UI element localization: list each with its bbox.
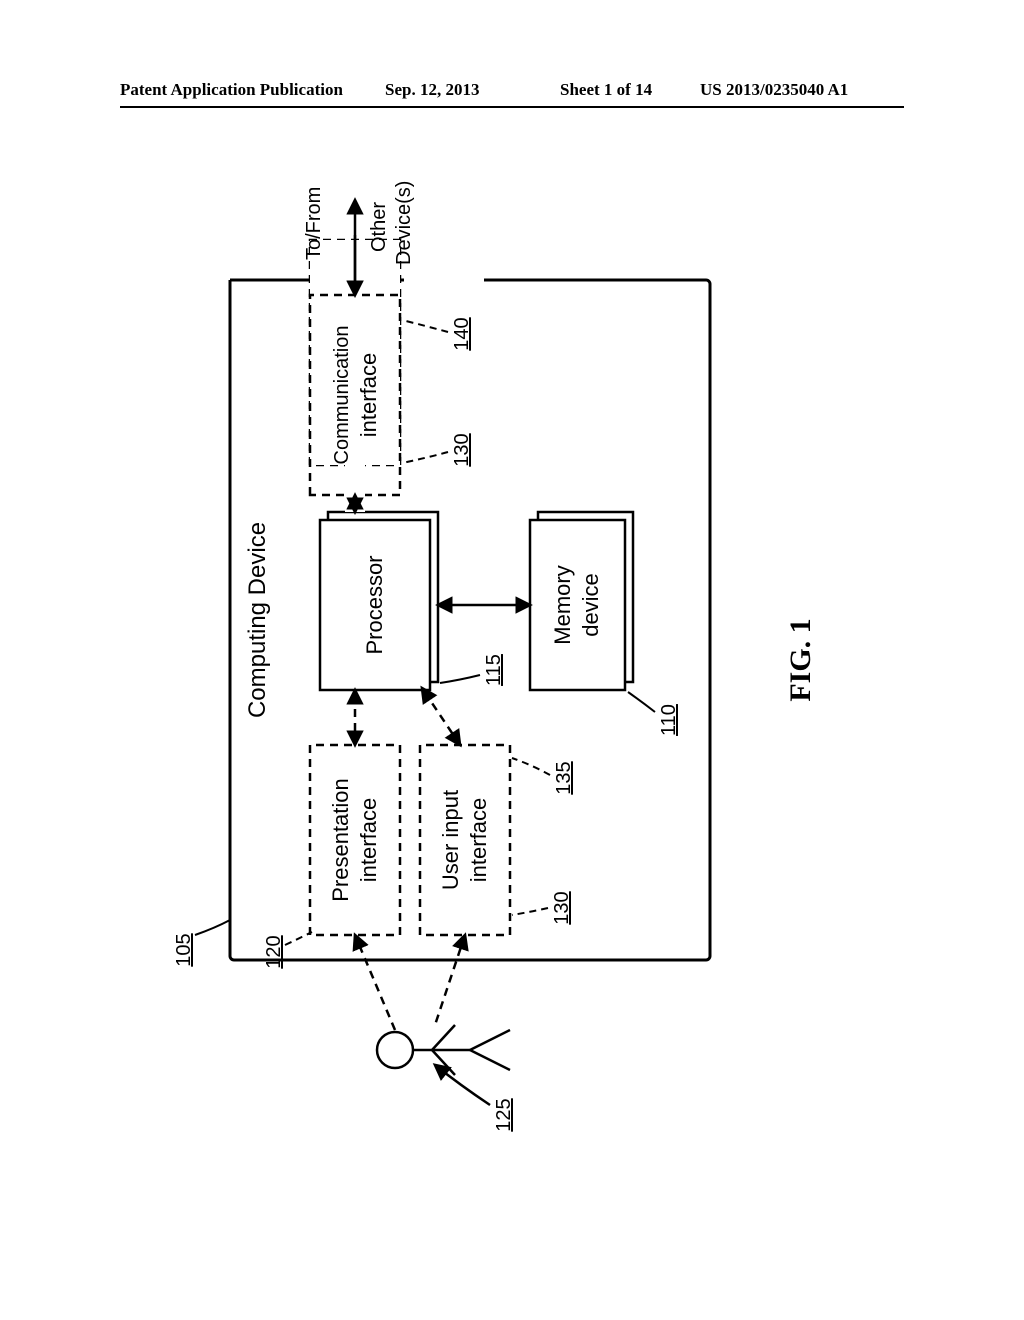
user-input-interface-box bbox=[420, 745, 510, 935]
ref-130a: 130 bbox=[551, 891, 573, 924]
svg-text:To/From: To/From bbox=[303, 187, 325, 260]
ref-120: 120 bbox=[263, 935, 285, 968]
leader-115 bbox=[440, 675, 480, 683]
arrow-userinput-processor bbox=[422, 688, 460, 745]
page: Patent Application Publication Sep. 12, … bbox=[0, 0, 1024, 1320]
ref-135: 135 bbox=[553, 761, 575, 794]
svg-text:130: 130 bbox=[451, 433, 473, 466]
leader-120 bbox=[285, 932, 312, 945]
ref-125: 125 bbox=[493, 1098, 515, 1131]
memory-line1: Memory bbox=[550, 565, 575, 644]
presentation-line1: Presentation bbox=[328, 778, 353, 902]
header-pubno: US 2013/0235040 A1 bbox=[700, 80, 848, 100]
arrow-user-to-presentation bbox=[355, 935, 395, 1030]
svg-text:interface: interface bbox=[356, 353, 381, 437]
leader-105 bbox=[195, 920, 230, 935]
presentation-line2: interface bbox=[356, 798, 381, 882]
memory-line2: device bbox=[578, 573, 603, 637]
header-rule bbox=[120, 106, 904, 108]
figure-1: Computing Device 105 Presentation interf… bbox=[160, 160, 860, 1160]
header-left: Patent Application Publication bbox=[120, 80, 343, 100]
figure-caption: FIG. 1 bbox=[784, 618, 817, 701]
header-sheet: Sheet 1 of 14 bbox=[560, 80, 652, 100]
userinput-line2: interface bbox=[466, 798, 491, 882]
leader-125 bbox=[435, 1065, 490, 1105]
svg-text:Other: Other bbox=[368, 202, 390, 252]
arrow-userinput-to-user bbox=[435, 935, 465, 1025]
figure-svg: Computing Device 105 Presentation interf… bbox=[160, 160, 860, 1160]
user-icon bbox=[377, 1025, 510, 1075]
userinput-line1: User input bbox=[438, 790, 463, 890]
ref-105: 105 bbox=[173, 933, 195, 966]
computing-device-label: Computing Device bbox=[244, 522, 271, 718]
svg-text:140: 140 bbox=[451, 317, 473, 350]
svg-text:Communication: Communication bbox=[331, 326, 353, 465]
leader-110 bbox=[628, 692, 655, 712]
ref-115: 115 bbox=[483, 654, 505, 686]
leader-135 bbox=[512, 758, 550, 775]
ref-110: 110 bbox=[658, 704, 680, 736]
presentation-interface-box bbox=[310, 745, 400, 935]
svg-text:Device(s): Device(s) bbox=[393, 181, 415, 265]
header-date: Sep. 12, 2013 bbox=[385, 80, 479, 100]
leader-130a bbox=[512, 908, 548, 915]
processor-label: Processor bbox=[362, 555, 387, 654]
